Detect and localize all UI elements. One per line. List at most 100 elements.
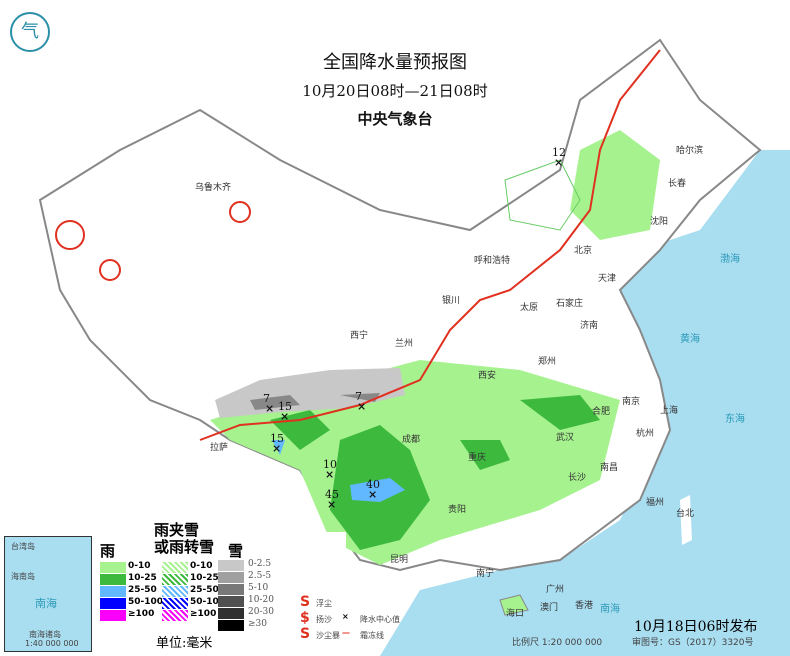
precip-center-value: 15 <box>270 432 284 445</box>
mix-swatch <box>162 574 188 585</box>
rain-0-10-north <box>570 130 660 240</box>
rain-range-label: 0-10 <box>128 561 151 571</box>
precip-center-value: 40 <box>366 478 380 491</box>
city-label: 南昌 <box>600 463 619 473</box>
legend: 雨 雨夹雪 或雨转雪 雪 0-10 0-10 10-25 10-25 25-50 25-5… <box>96 522 346 651</box>
city-label: 西安 <box>478 371 497 381</box>
city-label: 贵阳 <box>448 505 467 515</box>
frost-circle <box>229 201 251 223</box>
frost-circle <box>55 220 85 250</box>
rain-range-label: 10-25 <box>128 573 157 583</box>
legend-snow-header: 雪 <box>228 542 244 560</box>
south-china-sea-inset: 台湾岛 海南岛 南海 南海诸岛 1:40 000 000 <box>4 536 92 652</box>
dust-symbol-icon: $ <box>300 610 310 626</box>
snow-swatch <box>218 596 244 607</box>
snow-range-label: 0-2.5 <box>248 559 272 569</box>
city-label: 南宁 <box>476 569 495 579</box>
city-label: 沈阳 <box>650 217 669 227</box>
city-label: 乌鲁木齐 <box>195 183 232 193</box>
map-title: 全国降水量预报图 <box>323 52 467 73</box>
frost-line <box>199 49 661 441</box>
mix-range-label: ≥100 <box>190 609 217 619</box>
city-label: 武汉 <box>556 433 575 443</box>
precip-center-value: 7 <box>263 392 270 405</box>
dust-symbol-icon: S <box>300 626 311 642</box>
snow-swatch <box>218 620 244 631</box>
snow-swatch <box>218 608 244 619</box>
symbol-label: 降水中心值 <box>360 615 400 624</box>
snow-range-label: ≥30 <box>248 619 267 629</box>
precip-center-marker: × <box>554 156 564 169</box>
symbol-label: 扬沙 <box>316 615 332 624</box>
city-label: 台北 <box>676 509 695 519</box>
city-label: 重庆 <box>468 453 487 463</box>
snow-range-label: 5-10 <box>248 583 269 593</box>
precip-center-value: 10 <box>323 458 337 471</box>
city-label: 长春 <box>668 179 687 189</box>
sea-label: 南海 <box>600 604 620 615</box>
mix-range-label: 0-10 <box>190 561 213 571</box>
precip-center-marker: × <box>280 410 290 423</box>
legend-rain-header: 雨 <box>100 542 116 560</box>
inset-label: 台湾岛 <box>11 542 35 551</box>
rain-swatch <box>100 586 126 597</box>
inset-label: 南海 <box>35 597 57 610</box>
city-label: 澳门 <box>540 603 559 613</box>
issue-time: 10月18日06时发布 <box>634 619 758 635</box>
city-label: 兰州 <box>395 339 414 349</box>
city-label: 杭州 <box>636 429 655 439</box>
frost-circle <box>99 259 121 281</box>
inset-label: 海南岛 <box>11 572 35 581</box>
city-label: 香港 <box>575 601 594 611</box>
mix-range-label: 10-25 <box>190 573 219 583</box>
sea-label: 黄海 <box>680 334 700 345</box>
city-label: 福州 <box>646 498 665 508</box>
snow-range-label: 20-30 <box>248 607 274 617</box>
frost-line-icon: — <box>342 628 350 637</box>
city-label: 天津 <box>598 274 617 284</box>
precip-center-icon: × <box>342 612 349 621</box>
snow-range-label: 10-20 <box>248 595 274 605</box>
inset-label: 南海诸岛 <box>29 630 61 639</box>
city-label: 合肥 <box>592 407 611 417</box>
city-label: 呼和浩特 <box>474 256 511 266</box>
rain-swatch <box>100 574 126 585</box>
mix-range-label: 25-50 <box>190 585 219 595</box>
city-label: 昆明 <box>390 555 409 565</box>
forecast-period: 10月20日08时—21日08时 <box>302 82 488 100</box>
rain-swatch <box>100 610 126 621</box>
mix-swatch <box>162 610 188 621</box>
snow-range-label: 2.5-5 <box>248 571 272 581</box>
city-label: 南京 <box>622 397 641 407</box>
snow-swatch <box>218 572 244 583</box>
dust-symbol-icon: S <box>300 594 311 610</box>
precip-center-marker: × <box>368 488 378 501</box>
precip-center-marker: × <box>325 468 335 481</box>
mix-swatch <box>162 562 188 573</box>
legend-mix-header: 雨夹雪 或雨转雪 <box>154 521 215 556</box>
city-label: 成都 <box>402 435 421 445</box>
city-label: 海口 <box>506 609 525 619</box>
snow-5-10 <box>250 393 380 410</box>
rain-swatch <box>100 598 126 609</box>
rain-10-25 <box>270 395 600 550</box>
precip-center-value: 15 <box>278 400 292 413</box>
city-label: 拉萨 <box>210 443 229 453</box>
symbol-label: 霜冻线 <box>360 631 384 640</box>
precip-center-marker: × <box>327 498 337 511</box>
legend-unit: 单位:毫米 <box>156 636 213 651</box>
map-scale: 比例尺 1:20 000 000 <box>512 638 603 648</box>
snow-swatch <box>218 560 244 571</box>
precip-center-marker: × <box>272 442 282 455</box>
city-label: 太原 <box>520 303 539 313</box>
mix-swatch <box>162 586 188 597</box>
symbol-label: 沙尘暴 <box>316 631 340 640</box>
rain-range-label: 25-50 <box>128 585 157 595</box>
approval-number: 审图号：GS（2017）3320号 <box>632 638 754 648</box>
precip-center-value: 45 <box>325 488 339 501</box>
inset-scale: 1:40 000 000 <box>25 639 79 648</box>
rain-range-label: ≥100 <box>128 609 155 619</box>
precip-center-marker: × <box>357 400 367 413</box>
city-label: 银川 <box>442 296 461 306</box>
